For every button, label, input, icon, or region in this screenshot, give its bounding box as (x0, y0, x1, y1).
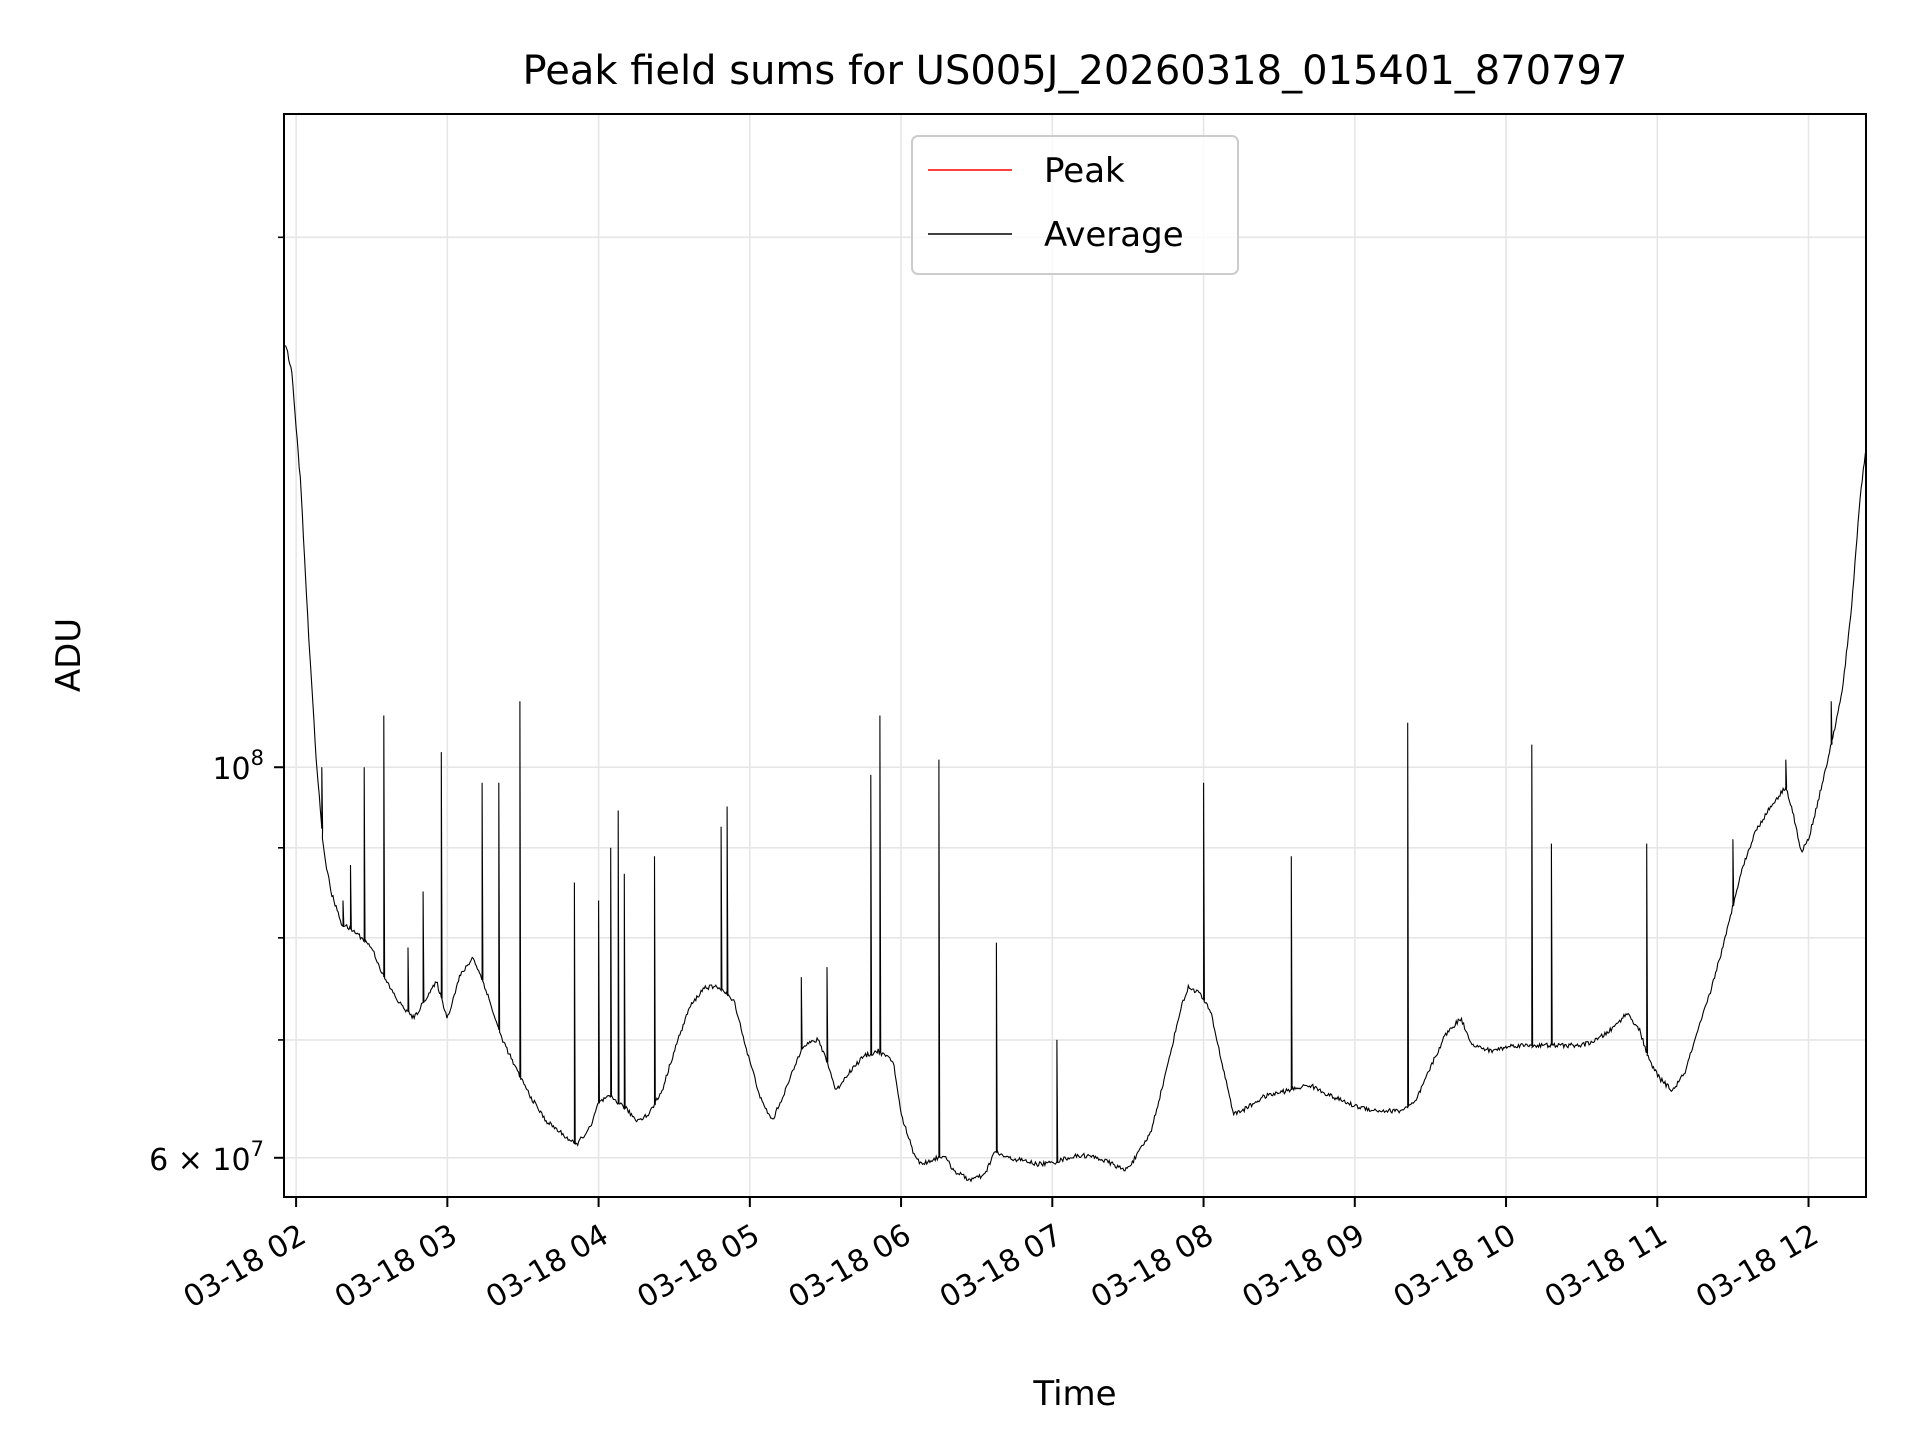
plot-frame (283, 113, 1867, 1198)
series-layer (284, 345, 1866, 1183)
y-axis-label: ADU (49, 618, 89, 692)
plot-background (284, 114, 1866, 1197)
y-tick-label-0: 6 × 107 (149, 1137, 264, 1178)
legend-average-label: Average (1044, 215, 1184, 255)
average-series-line (284, 345, 1866, 1183)
x-axis-label: Time (1032, 1374, 1116, 1414)
y-tick-label-1: 108 (212, 746, 264, 787)
legend-peak-label: Peak (1044, 151, 1125, 191)
y-axis-ticks: 6 × 107 108 (149, 236, 284, 1178)
legend: Peak Average (911, 135, 1239, 275)
chart-title: Peak field sums for US005J_20260318_0154… (523, 48, 1628, 94)
